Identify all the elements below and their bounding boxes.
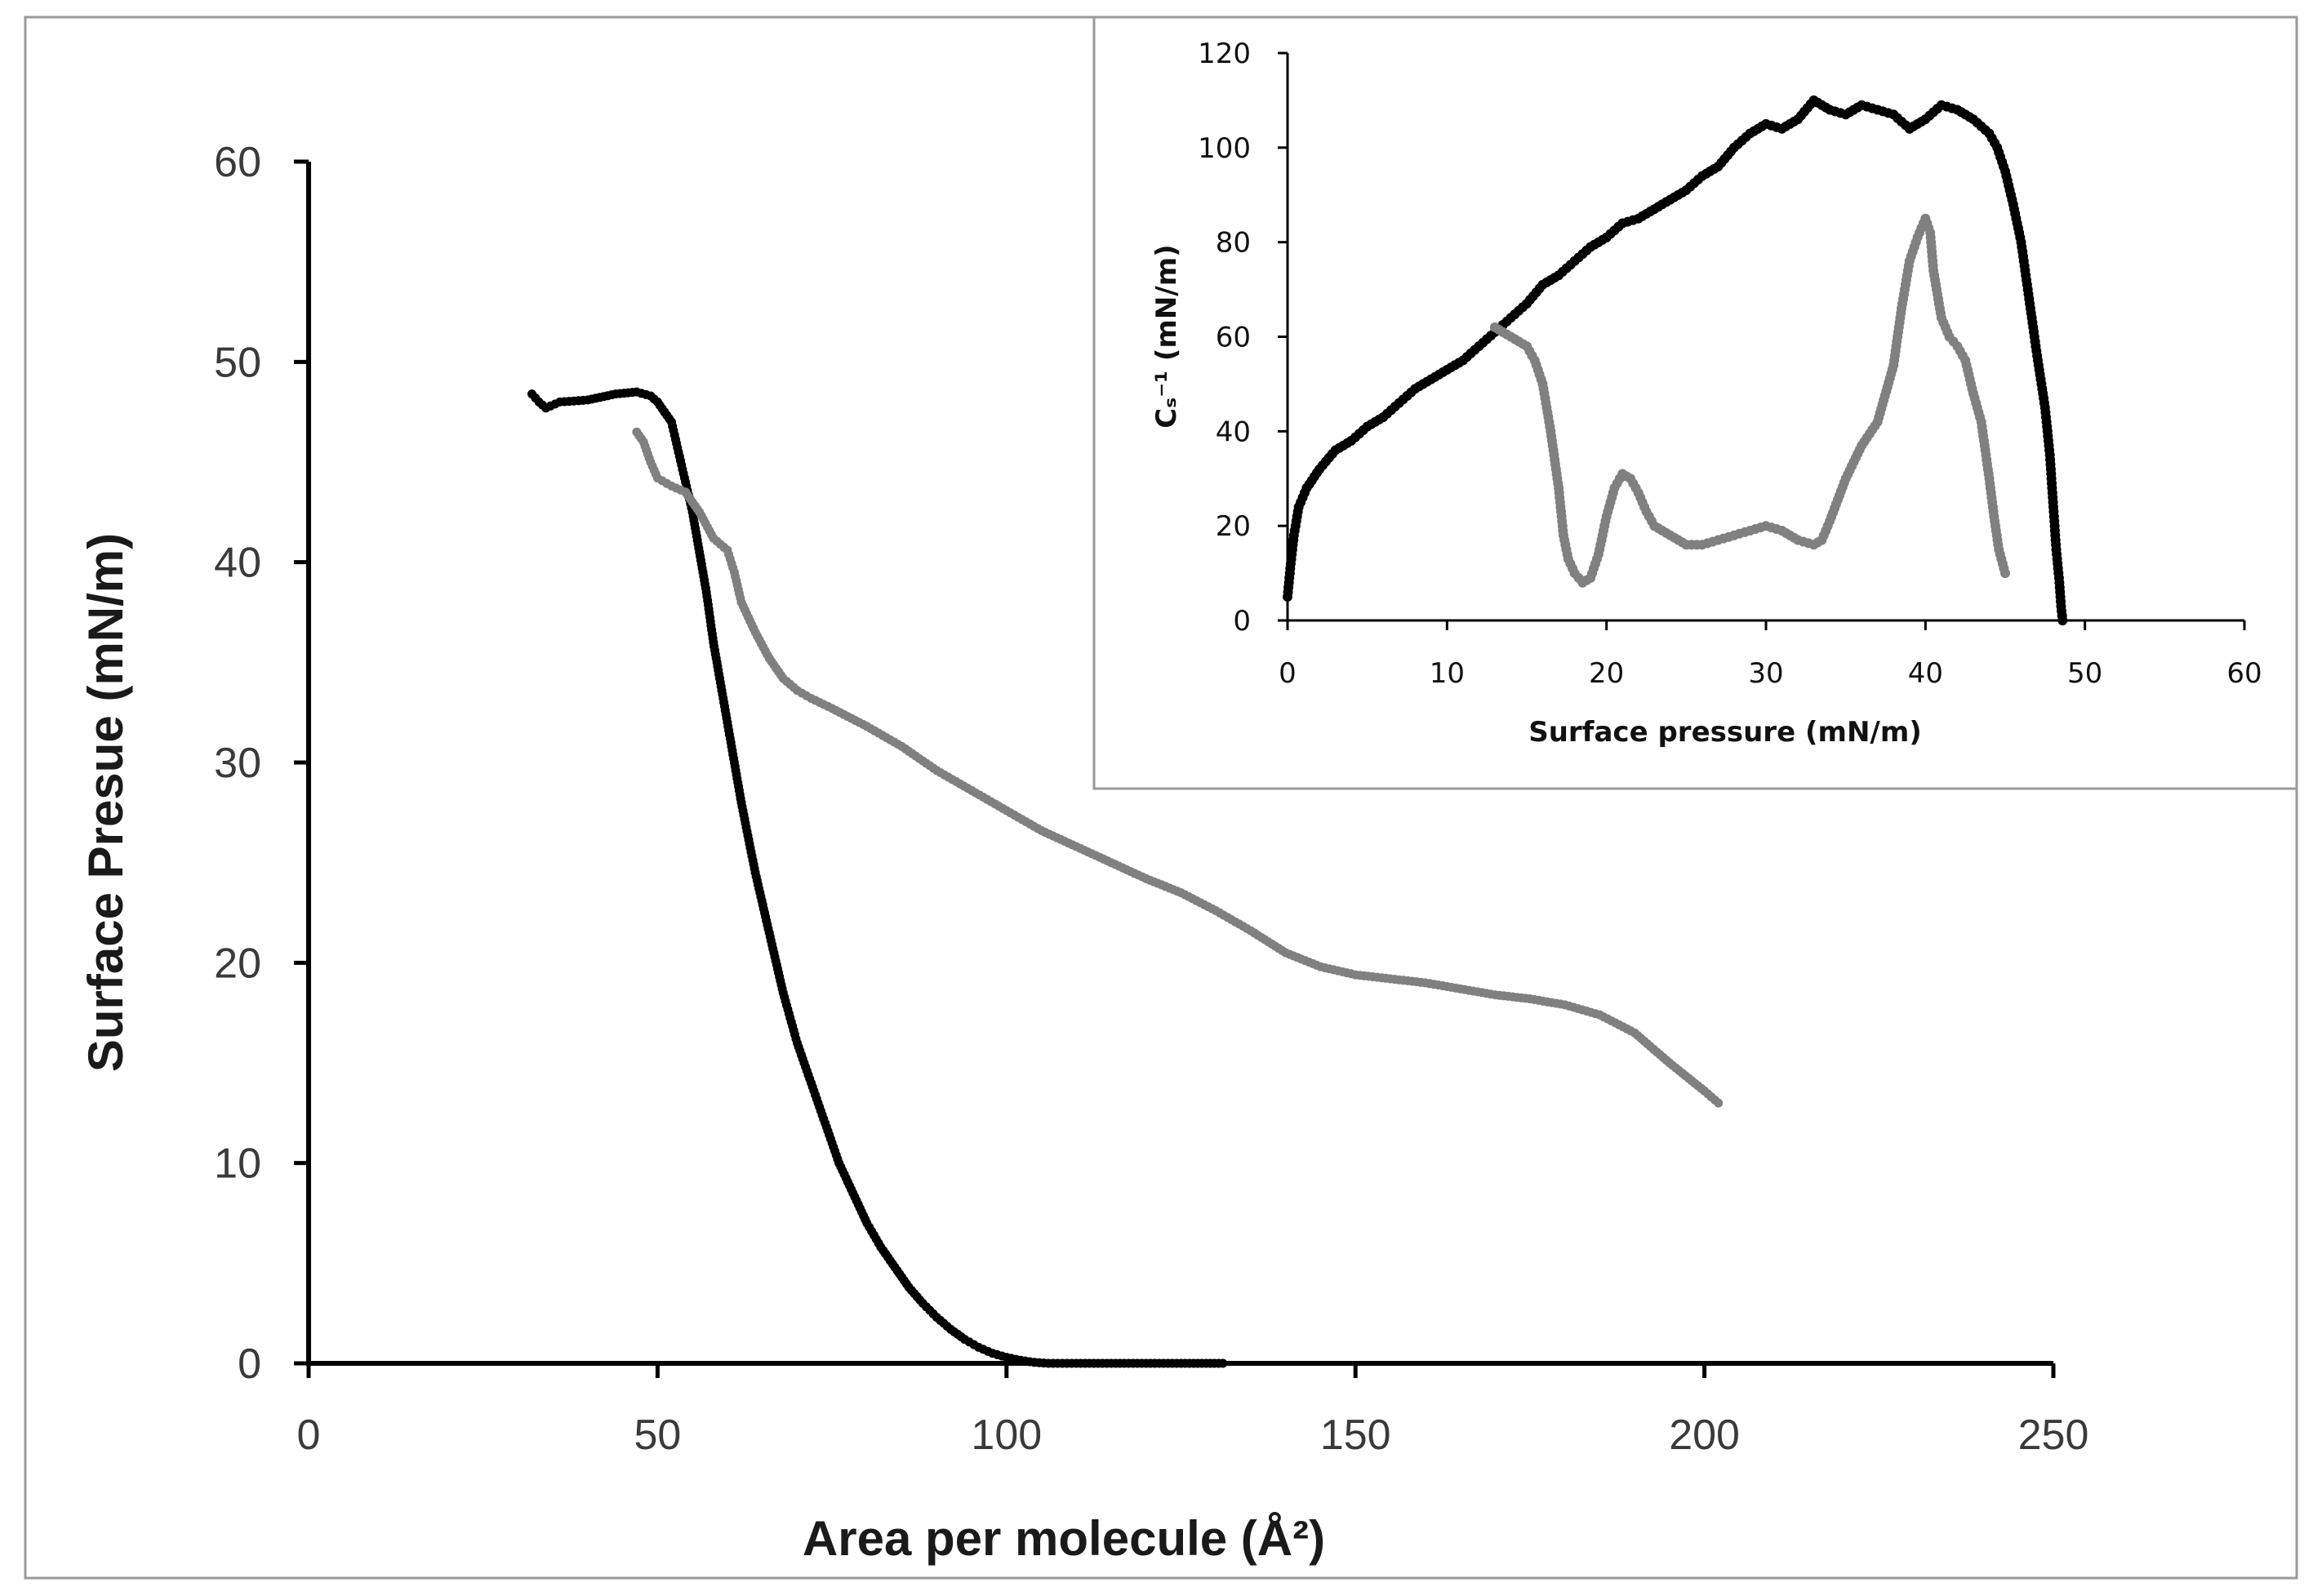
main-x-tick-label: 100 bbox=[971, 1412, 1042, 1459]
inset-x-tick-label: 0 bbox=[1279, 657, 1297, 690]
inset-x-axis-title: Surface pressure (mN/m) bbox=[1528, 716, 1922, 749]
inset-ticks-layer: 0 20 40 60 80 100 120 0 10 20 30 40 50 60 bbox=[1198, 38, 2262, 690]
main-series-layer bbox=[527, 387, 1724, 1368]
inset-x-tick-label: 40 bbox=[1908, 657, 1943, 690]
main-y-tick-label: 0 bbox=[238, 1340, 261, 1388]
inset-frame bbox=[1092, 16, 2298, 790]
inset-x-tick-label: 60 bbox=[2226, 657, 2262, 690]
main-x-tick-label: 200 bbox=[1669, 1412, 1740, 1459]
inset-y-tick-label: 120 bbox=[1198, 38, 1251, 70]
inset-y-tick-label: 20 bbox=[1216, 510, 1251, 543]
inset-y-axis-title: Cₛ⁻¹ (mN/m) bbox=[1150, 244, 1183, 428]
main-x-tick-label: 150 bbox=[1320, 1412, 1391, 1459]
main-y-tick-label: 50 bbox=[214, 339, 261, 386]
main-y-tick-label: 20 bbox=[214, 940, 261, 987]
main-x-tick-label: 50 bbox=[634, 1412, 681, 1459]
main-x-tick-label: 250 bbox=[2018, 1412, 2089, 1459]
inset-series-layer bbox=[1283, 95, 2068, 625]
inset-y-tick-label: 60 bbox=[1216, 322, 1251, 354]
main-y-tick-label: 10 bbox=[214, 1140, 261, 1188]
main-y-tick-label: 30 bbox=[214, 740, 261, 787]
main-x-tick-label: 0 bbox=[297, 1412, 321, 1459]
inset-chart: 0 20 40 60 80 100 120 0 10 20 30 40 50 60 Surface pre… bbox=[1092, 16, 2298, 790]
main-y-axis-title: Surface Presue (mN/m) bbox=[78, 533, 133, 1072]
inset-x-tick-label: 30 bbox=[1748, 657, 1783, 690]
inset-x-tick-label: 20 bbox=[1589, 657, 1624, 690]
main-y-tick-label: 60 bbox=[214, 139, 261, 186]
inset-y-tick-label: 0 bbox=[1233, 605, 1251, 638]
inset-y-tick-label: 100 bbox=[1198, 132, 1251, 165]
inset-x-tick-label: 50 bbox=[2067, 657, 2102, 690]
main-gray-point bbox=[1714, 1098, 1724, 1108]
inset-gray-point bbox=[2000, 568, 2010, 579]
main-y-tick-label: 40 bbox=[214, 540, 261, 587]
inset-x-tick-label: 10 bbox=[1430, 657, 1465, 690]
inset-y-tick-label: 80 bbox=[1216, 227, 1251, 260]
inset-y-tick-label: 40 bbox=[1216, 416, 1251, 448]
main-x-axis-title: Area per molecule (Å²) bbox=[803, 1511, 1325, 1566]
